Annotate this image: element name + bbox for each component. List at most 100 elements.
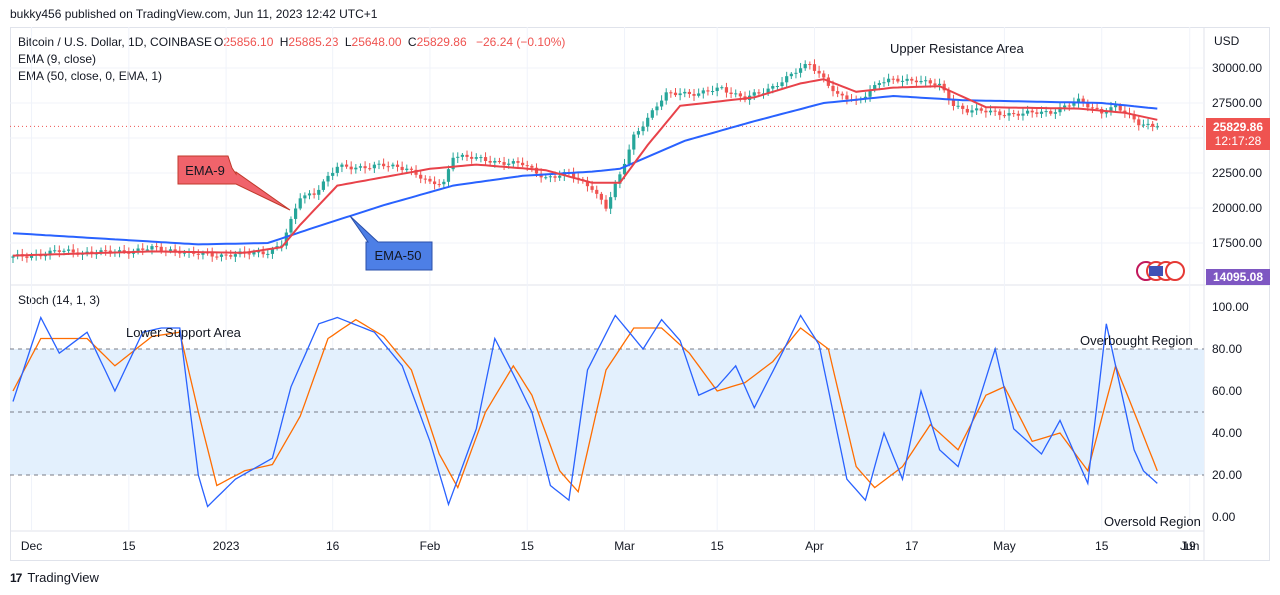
candle-body <box>775 86 780 88</box>
candle-body <box>372 164 376 169</box>
candle-body <box>1058 107 1062 113</box>
ema9-callout: EMA-9 <box>177 155 291 211</box>
time-tick-label: 2023 <box>213 539 240 553</box>
time-tick-label: 15 <box>1095 539 1109 553</box>
candle-body <box>182 252 187 254</box>
candle-body <box>1002 115 1007 117</box>
candle-body <box>363 166 367 169</box>
candle-body <box>942 83 946 91</box>
overbought-label: Overbought Region <box>1080 333 1193 348</box>
candle-body <box>1123 110 1127 113</box>
candle-body <box>409 168 414 170</box>
candle-body <box>502 162 506 165</box>
candle-body <box>734 93 738 95</box>
time-tick-label: 16 <box>326 539 340 553</box>
last-price-bg <box>1206 118 1270 150</box>
candle-body <box>771 86 775 89</box>
candle-body <box>808 64 812 66</box>
candle-body <box>525 165 529 167</box>
footer[interactable]: 17 TradingView <box>10 570 99 585</box>
candle-body <box>919 80 923 83</box>
candle-body <box>294 208 298 219</box>
candle-body <box>247 253 251 255</box>
price-tick-label: 22500.00 <box>1212 166 1262 180</box>
candle-body <box>604 199 608 209</box>
chart-panes <box>10 27 1270 560</box>
candle-body <box>785 76 789 83</box>
candle-body <box>321 181 325 190</box>
candle-body <box>650 110 654 118</box>
candle-body <box>891 78 895 80</box>
countdown-value: 12:17:28 <box>1215 134 1262 148</box>
candle-body <box>493 160 497 163</box>
candle-body <box>590 186 594 190</box>
candle-body <box>470 156 474 159</box>
stoch-tick-label: 100.00 <box>1212 300 1249 314</box>
candle-body <box>868 90 872 97</box>
candle-body <box>933 83 937 86</box>
stoch-tick-label: 60.00 <box>1212 384 1242 398</box>
candle-body <box>386 166 390 168</box>
candle-body <box>331 172 335 176</box>
time-tick-label: Apr <box>805 539 824 553</box>
candle-body <box>66 249 71 251</box>
candle-body <box>261 251 265 255</box>
candle-body <box>1067 105 1071 107</box>
stoch-k-line <box>12 314 1158 508</box>
legend-ema9: EMA (9, close) <box>18 52 96 66</box>
us-flag-icon <box>1149 266 1163 276</box>
candle-body <box>961 105 965 109</box>
candle-body <box>474 157 478 159</box>
candle-body <box>664 92 668 101</box>
candle-body <box>48 250 52 255</box>
candle-body <box>673 92 678 96</box>
candle-body <box>914 80 918 83</box>
candle-body <box>697 93 701 96</box>
candle-body <box>571 172 576 178</box>
candle-body <box>636 131 641 135</box>
candle-body <box>317 189 321 195</box>
oversold-label: Oversold Region <box>1104 514 1201 529</box>
candle-body <box>544 177 548 179</box>
candle-body <box>659 100 664 107</box>
candle-body <box>1072 102 1076 106</box>
candle-body <box>831 85 835 92</box>
candle-body <box>1016 113 1020 116</box>
candle-body <box>349 166 353 170</box>
candle-body <box>1109 107 1113 113</box>
stoch-axis[interactable]: 100.00 80.00 60.00 40.00 20.00 0.00 <box>1212 300 1249 524</box>
candle-body <box>599 193 603 200</box>
candle-body <box>710 91 715 93</box>
candle-body <box>845 95 849 100</box>
candle-body <box>1141 124 1146 126</box>
bottom-badge-bg <box>1206 269 1270 285</box>
candle-body <box>970 110 974 113</box>
candle-body <box>873 85 877 91</box>
candle-body <box>613 183 617 198</box>
published-line: bukky456 published on TradingView.com, J… <box>10 7 378 21</box>
candle-body <box>706 90 710 92</box>
ema9-callout-shape <box>177 155 291 211</box>
candle-body <box>155 246 159 248</box>
candle-body <box>368 168 372 170</box>
candle-body <box>85 251 89 253</box>
candle-body <box>432 181 437 185</box>
candle-body <box>988 110 993 113</box>
candle-body <box>757 92 761 94</box>
candle-body <box>1151 123 1155 127</box>
candle-body <box>326 175 330 182</box>
ema50-callout: EMA-50 <box>349 215 433 271</box>
stoch-tick-label: 80.00 <box>1212 342 1242 356</box>
candle-body <box>998 111 1002 116</box>
candle-body <box>141 248 145 250</box>
candle-body <box>1063 105 1067 108</box>
flag-icons[interactable] <box>1136 261 1185 281</box>
candle-body <box>900 80 905 82</box>
candle-body <box>548 176 553 178</box>
price-tick-label: 27500.00 <box>1212 96 1262 110</box>
candle-body <box>585 180 590 187</box>
candle-body <box>233 254 237 257</box>
price-axis[interactable]: USD 30000.0027500.0025000.0022500.002000… <box>1212 34 1262 250</box>
